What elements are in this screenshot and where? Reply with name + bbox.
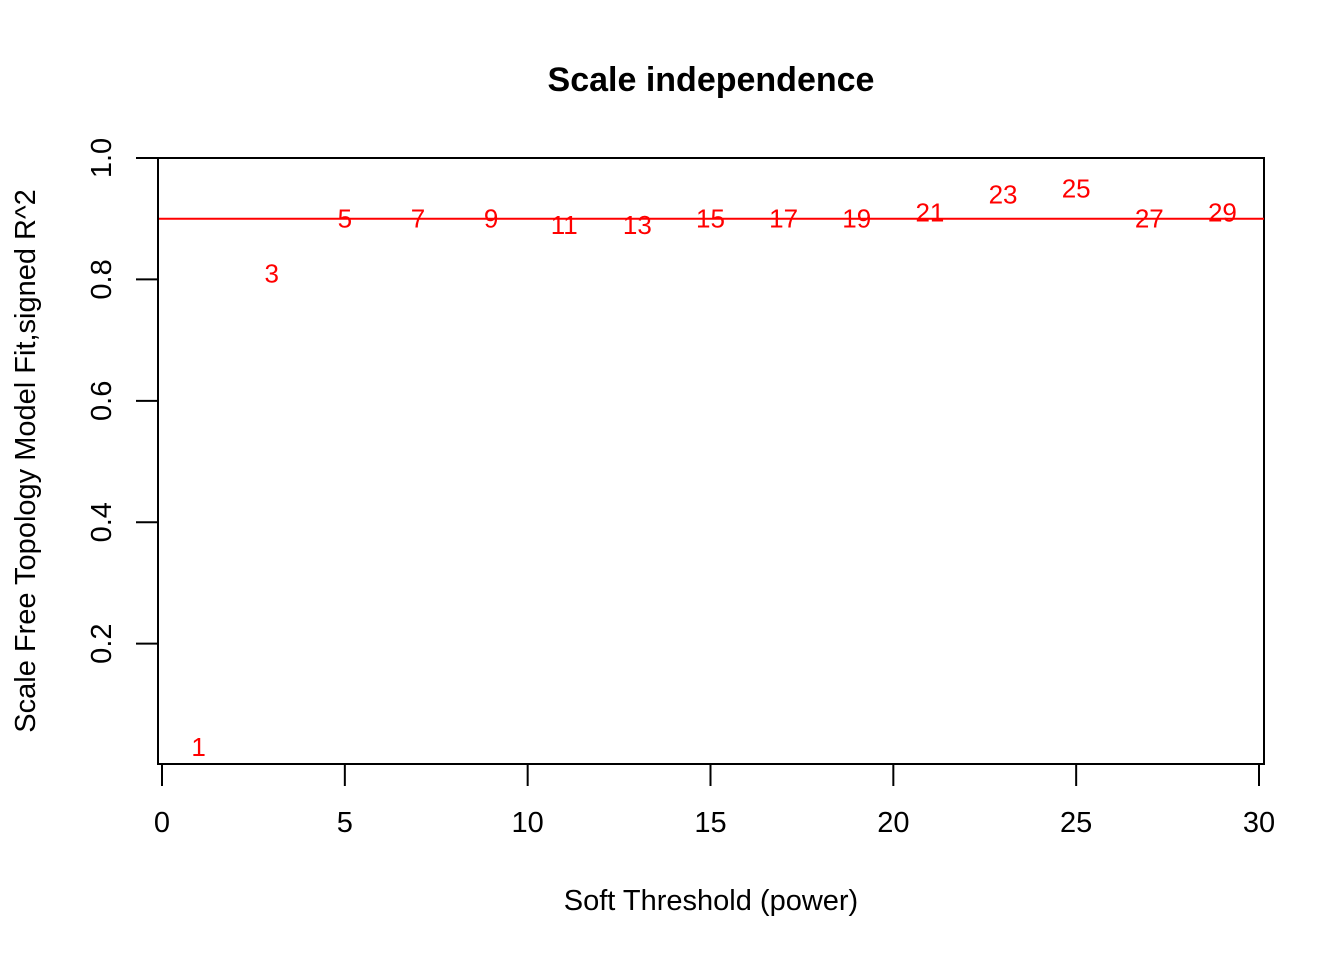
plot-frame <box>157 157 1265 765</box>
point-label: 13 <box>623 210 652 240</box>
x-axis-title: Soft Threshold (power) <box>564 885 858 917</box>
point-label: 5 <box>338 204 352 234</box>
point-label: 7 <box>411 204 425 234</box>
x-tick-label: 20 <box>877 807 909 839</box>
y-tick-label: 0.4 <box>86 502 118 542</box>
x-tick-label: 25 <box>1060 807 1092 839</box>
point-label: 1 <box>191 732 205 762</box>
point-label: 21 <box>915 198 944 228</box>
point-label: 3 <box>264 258 278 288</box>
x-tick-label: 15 <box>694 807 726 839</box>
point-label: 9 <box>484 204 498 234</box>
point-label: 11 <box>551 210 578 240</box>
x-tick-label: 0 <box>154 807 170 839</box>
point-label: 29 <box>1208 198 1237 228</box>
point-label: 27 <box>1135 204 1164 234</box>
y-tick-label: 0.6 <box>86 381 118 421</box>
point-label: 25 <box>1062 173 1091 203</box>
point-label: 23 <box>989 179 1018 209</box>
x-axis: 0 5 10 15 20 25 30 <box>154 763 1275 839</box>
chart-title: Scale independence <box>548 61 875 99</box>
y-tick-label: 0.8 <box>86 259 118 299</box>
point-label: 19 <box>842 204 871 234</box>
y-tick-label: 0.2 <box>86 623 118 663</box>
y-tick-label: 1.0 <box>86 138 118 178</box>
point-label: 17 <box>769 204 798 234</box>
x-tick-label: 30 <box>1243 807 1275 839</box>
y-axis-title: Scale Free Topology Model Fit,signed R^2 <box>10 189 42 732</box>
point-label: 15 <box>696 204 725 234</box>
x-tick-label: 10 <box>512 807 544 839</box>
x-tick-label: 5 <box>337 807 353 839</box>
y-axis: 0.2 0.4 0.6 0.8 1.0 <box>86 138 159 664</box>
